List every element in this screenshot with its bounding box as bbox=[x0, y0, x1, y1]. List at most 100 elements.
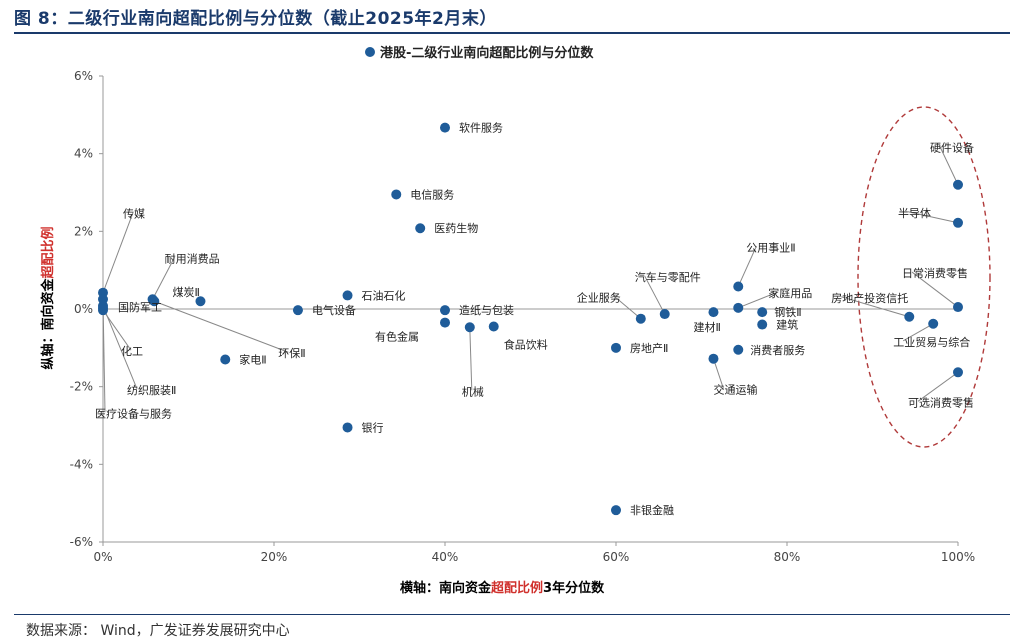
y-axis-title-highlight: 超配比例 bbox=[40, 226, 56, 278]
data-point bbox=[464, 322, 475, 333]
data-point bbox=[733, 344, 744, 355]
x-tick-label: 0% bbox=[93, 550, 112, 564]
point-label: 可选消费零售 bbox=[908, 395, 974, 409]
point-label: 医药生物 bbox=[434, 221, 478, 235]
y-tick-label: 0% bbox=[74, 302, 93, 316]
data-point bbox=[953, 179, 963, 190]
y-axis-title-part1: 纵轴：南向资金 bbox=[40, 278, 56, 370]
leader-line bbox=[737, 246, 757, 287]
point-label: 硬件设备 bbox=[930, 141, 974, 155]
data-point bbox=[391, 189, 402, 200]
leader-line bbox=[911, 271, 959, 308]
data-point bbox=[292, 305, 303, 316]
x-tick-label: 100% bbox=[941, 550, 975, 564]
point-label: 房地产投资信托 bbox=[831, 291, 908, 305]
data-point bbox=[659, 309, 670, 320]
point-label: 国防军工 bbox=[118, 300, 162, 314]
y-tick-label: -2% bbox=[70, 380, 93, 394]
highlight-ellipse bbox=[857, 106, 991, 448]
footer-divider bbox=[14, 614, 1010, 615]
leader-lines bbox=[102, 146, 959, 413]
point-label: 有色金属 bbox=[375, 330, 419, 344]
data-point bbox=[611, 342, 621, 353]
point-label: 交通运输 bbox=[713, 383, 757, 397]
data-point bbox=[757, 319, 768, 330]
legend-label: 港股-二级行业南向超配比例与分位数 bbox=[380, 45, 594, 61]
title-divider bbox=[14, 32, 1010, 34]
point-label: 医疗设备与服务 bbox=[95, 406, 172, 420]
point-label: 耐用消费品 bbox=[165, 251, 220, 265]
point-label: 企业服务 bbox=[577, 291, 621, 305]
point-label: 非银金融 bbox=[630, 503, 674, 517]
leader-line bbox=[939, 146, 959, 185]
x-axis-title-part1: 横轴：南向资金 bbox=[400, 580, 492, 596]
data-point bbox=[757, 307, 768, 318]
data-point bbox=[440, 317, 450, 328]
point-label: 银行 bbox=[362, 420, 384, 434]
data-point bbox=[733, 302, 744, 313]
leader-line bbox=[469, 327, 473, 391]
point-label: 食品饮料 bbox=[504, 337, 548, 351]
point-label: 石油石化 bbox=[362, 288, 406, 302]
y-tick-label: 6% bbox=[74, 69, 93, 83]
data-point bbox=[708, 353, 719, 364]
point-label: 电气设备 bbox=[312, 303, 356, 317]
leader-line bbox=[644, 275, 666, 315]
data-point bbox=[953, 302, 963, 313]
point-label: 家电Ⅱ bbox=[239, 352, 266, 366]
x-axis-title: 横轴：南向资金超配比例3年分位数 bbox=[400, 580, 605, 596]
data-point bbox=[635, 313, 646, 324]
leader-line bbox=[917, 371, 959, 402]
data-point bbox=[611, 505, 621, 516]
data-point bbox=[928, 318, 939, 329]
data-points bbox=[98, 122, 963, 516]
point-label: 工业贸易与综合 bbox=[893, 335, 970, 349]
figure-title: 图 8：二级行业南向超配比例与分位数（截止2025年2月末） bbox=[14, 9, 497, 29]
point-label: 纺织服装Ⅱ bbox=[127, 383, 176, 397]
data-point bbox=[440, 122, 450, 133]
leader-line bbox=[712, 358, 724, 389]
point-label: 环保Ⅱ bbox=[278, 346, 305, 360]
point-label: 软件服务 bbox=[459, 121, 503, 135]
point-label: 公用事业Ⅱ bbox=[746, 241, 795, 254]
point-label: 煤炭Ⅱ bbox=[172, 286, 199, 299]
leader-line bbox=[614, 296, 642, 320]
source-note: 数据来源： Wind，广发证券发展研究中心 bbox=[26, 620, 290, 640]
x-axis-title-highlight: 超配比例 bbox=[491, 580, 543, 596]
source-text: Wind，广发证券发展研究中心 bbox=[100, 623, 290, 639]
data-point bbox=[415, 223, 426, 234]
point-label: 钢铁Ⅱ bbox=[774, 306, 801, 319]
x-tick-label: 80% bbox=[774, 550, 801, 564]
x-axis-title-part3: 3年分位数 bbox=[543, 580, 605, 596]
point-label: 造纸与包装 bbox=[459, 303, 514, 317]
leader-line bbox=[152, 257, 176, 300]
x-tick-label: 20% bbox=[261, 550, 288, 564]
leader-line bbox=[907, 211, 959, 224]
data-point bbox=[440, 305, 450, 316]
data-point bbox=[98, 294, 108, 305]
legend: 港股-二级行业南向超配比例与分位数 bbox=[365, 45, 594, 61]
point-label: 机械 bbox=[462, 384, 484, 398]
leader-line bbox=[102, 212, 134, 293]
y-tick-label: -6% bbox=[70, 535, 93, 549]
leader-line bbox=[102, 299, 106, 413]
data-point bbox=[342, 290, 353, 301]
data-point bbox=[195, 296, 206, 307]
point-label: 半导体 bbox=[898, 206, 931, 220]
data-point bbox=[953, 367, 963, 378]
data-point bbox=[149, 296, 160, 307]
data-point bbox=[220, 354, 231, 365]
data-point bbox=[708, 307, 719, 318]
point-label: 化工 bbox=[121, 344, 143, 358]
point-label: 建筑 bbox=[776, 318, 798, 332]
data-point bbox=[488, 321, 499, 332]
leader-line bbox=[841, 296, 910, 318]
y-tick-label: 4% bbox=[74, 147, 93, 161]
scatter-chart: 6%4%2%0%-2%-4%-6%0% 20% 40% 60% 80% 100% 港股-二… bbox=[40, 45, 991, 596]
point-label: 传媒 bbox=[123, 208, 145, 221]
data-point bbox=[904, 311, 915, 322]
leader-line bbox=[154, 300, 289, 353]
leader-line bbox=[738, 291, 779, 309]
leader-line bbox=[902, 323, 934, 342]
